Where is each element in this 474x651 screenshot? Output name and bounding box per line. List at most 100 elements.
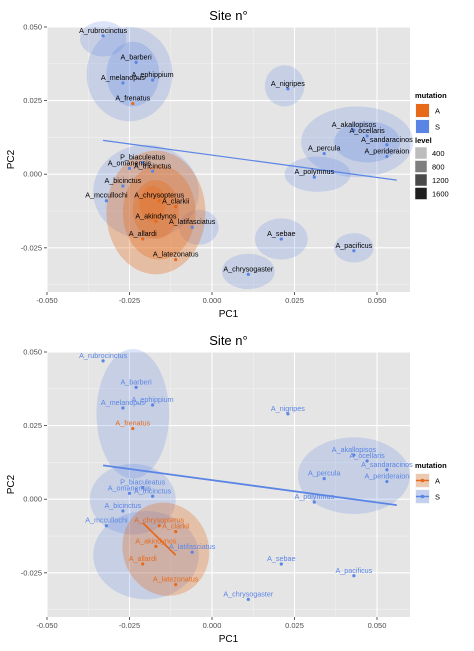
legend-label: 400 [432,149,445,158]
y-tick-label: 0.000 [23,495,42,504]
density-region-s [80,21,127,57]
point-label: A_chrysopterus [134,516,184,525]
data-point [279,237,283,241]
chart-title: Site n° [209,333,247,348]
data-point [154,219,158,223]
point-label: A_mccullochi [85,191,128,200]
data-point [157,199,161,203]
point-label: A_polymnus [295,167,335,176]
density-region-s [221,253,275,290]
point-label: A_tricinctus [134,486,172,495]
x-tick-label: 0.000 [203,296,222,305]
point-label: P_biaculeatus [120,152,166,161]
point-label: A_sandaracinos [361,135,413,144]
point-label: A_perideraion [365,472,410,481]
point-label: A_melanopus [101,73,145,82]
x-tick-label: -0.050 [36,621,57,630]
data-point [385,154,389,159]
point-label: P_biaculeatus [120,477,166,486]
x-tick-label: -0.050 [36,296,57,305]
y-tick-label: 0.025 [23,96,42,105]
point-label: A_allardi [129,229,157,238]
data-point [190,550,194,554]
point-label: A_barberi [121,52,153,61]
point-label: A_tricinctus [134,161,172,170]
legend-key-swatch [416,120,429,133]
point-label: A_pacificus [336,241,373,250]
data-point [121,184,125,188]
point-label: A_ephippium [132,395,174,404]
density-region-s [264,65,305,107]
data-point [352,249,356,253]
data-point [385,468,389,472]
legend-key-level [414,187,428,200]
point-label: A_mccullochi [85,516,128,525]
legend-title-level: level [415,136,432,145]
point-label: A_akallopisos [332,120,377,129]
data-point [365,134,369,138]
chart-top: Site n° A_clarkii A_akindynos A_allardi A_la… [6,8,449,320]
density-region-s [334,233,374,263]
point-label: A_akindynos [135,536,177,545]
legend-title-mutation: mutation [415,91,447,100]
point-label: A_percula [308,469,340,478]
point-label: A_chrysogaster [223,589,274,598]
data-point [352,128,356,132]
data-point [312,175,316,179]
density-region-a [122,502,210,596]
x-tick-label: -0.025 [119,621,140,630]
point-label: A_omanensis [108,158,152,167]
legend-label: 1200 [432,176,449,185]
data-point [385,479,389,484]
legend-key-level [414,146,428,160]
x-tick-label: 0.050 [368,621,387,630]
data-point [190,225,194,229]
data-point [246,597,250,601]
y-axis-title: PC2 [6,149,17,169]
data-point [322,152,326,156]
density-region-a [132,180,179,239]
point-label: A_clarkii [162,197,190,206]
point-label: A_latifasciatus [169,542,216,551]
point-label: A_clarkii [162,522,190,531]
data-point [134,60,138,64]
y-tick-label: -0.025 [21,243,42,252]
y-tick-label: 0.025 [23,421,42,430]
data-point [121,406,125,410]
density-region-a [122,165,196,260]
x-axis-title: PC1 [219,309,239,320]
x-tick-label: 0.025 [285,621,304,630]
data-point [131,426,135,431]
point-label: A_akindynos [135,211,177,220]
point-label: A_melanopus [101,398,145,407]
data-point [127,491,132,495]
density-region-s [334,121,401,163]
y-axis-title: PC2 [6,474,17,494]
legend-label: 1600 [432,190,449,199]
data-point [365,459,369,463]
density-region-s [96,349,170,479]
point-label: A_latezonatus [153,575,199,584]
chart-bottom: Site n° A_clarkii A_akindynos A_allardi A_la… [6,333,447,645]
legend-key-swatch [416,104,429,117]
point-label: A_nigripes [271,404,305,413]
data-point [286,412,290,416]
data-point [312,500,316,504]
point-label: A_latifasciatus [169,217,216,226]
data-point [154,544,158,548]
data-point [104,524,108,528]
data-point [174,583,178,587]
legend-label: S [435,123,440,132]
density-region-a [139,186,166,222]
density-region-s [301,106,414,178]
point-label: A_sebae [267,554,295,563]
legend-key-point [420,478,425,483]
data-point [279,562,283,566]
y-tick-label: 0.000 [23,170,42,179]
data-point [157,524,161,528]
point-label: A_rubrocinctus [79,351,127,360]
data-point [104,199,108,203]
data-point [352,574,356,578]
point-label: A_pacificus [336,566,373,575]
